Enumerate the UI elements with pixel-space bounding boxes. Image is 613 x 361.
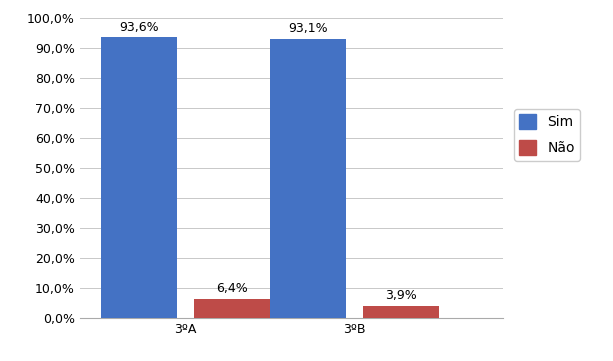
Text: 3,9%: 3,9% (386, 290, 417, 303)
Text: 93,1%: 93,1% (288, 22, 328, 35)
Bar (101, 37, 177, 318)
Text: 93,6%: 93,6% (119, 21, 159, 34)
Text: 6,4%: 6,4% (216, 282, 248, 295)
Bar (194, 299, 270, 318)
Bar (363, 306, 439, 318)
Bar (270, 39, 346, 318)
Legend: Sim, Não: Sim, Não (514, 109, 581, 161)
